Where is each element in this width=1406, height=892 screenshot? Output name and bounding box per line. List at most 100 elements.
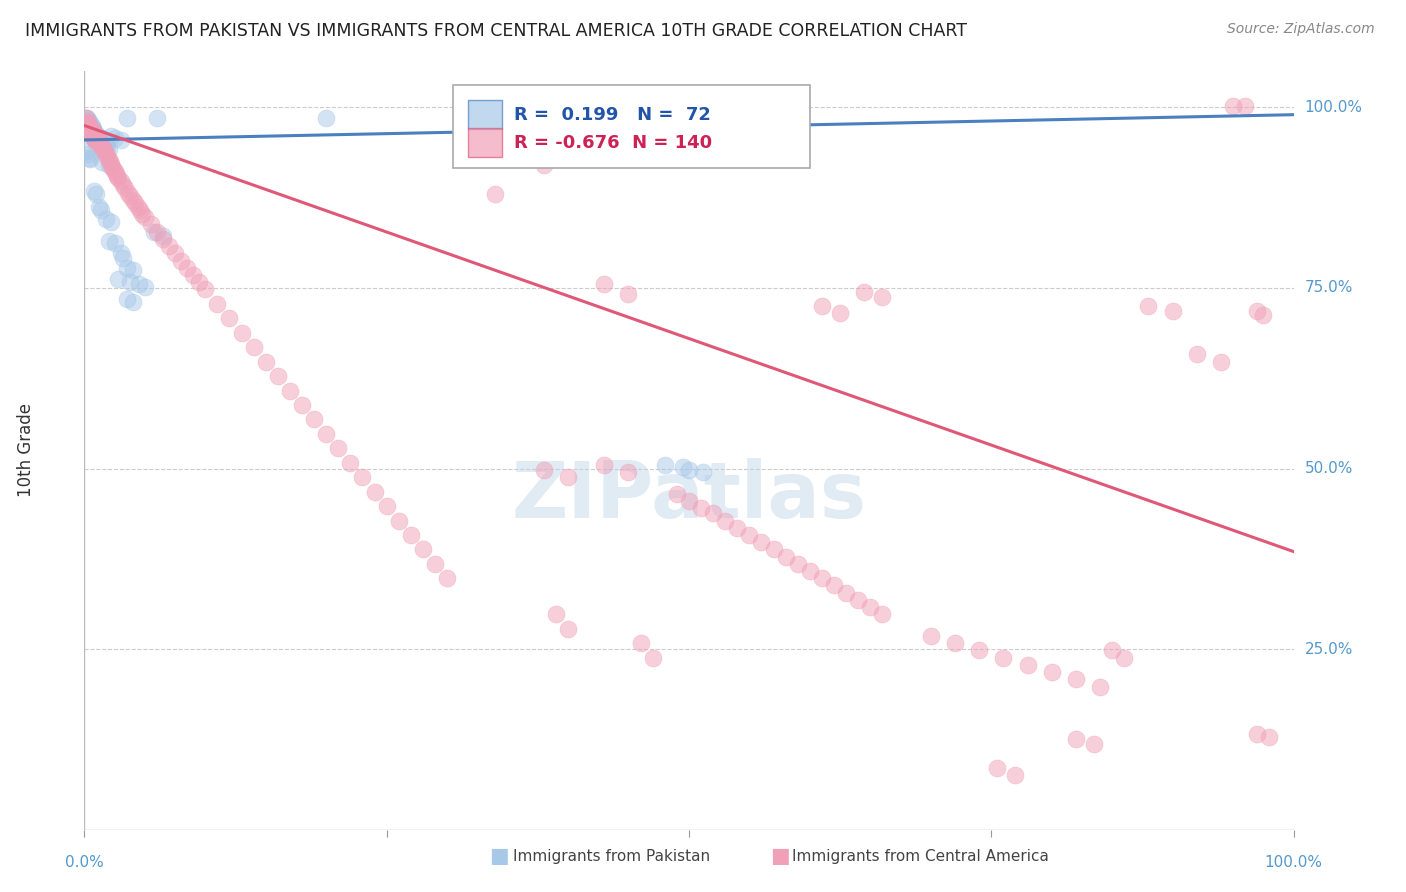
Point xyxy=(436,571,458,585)
Point xyxy=(115,292,138,306)
Point xyxy=(859,600,882,615)
Point xyxy=(110,133,132,147)
Point xyxy=(775,549,797,564)
Point xyxy=(86,128,108,142)
Point xyxy=(110,174,132,188)
Point xyxy=(872,290,894,304)
Point xyxy=(139,218,162,232)
Point xyxy=(75,112,97,126)
Point xyxy=(89,133,111,147)
Point xyxy=(1101,643,1123,657)
Text: 50.0%: 50.0% xyxy=(1305,461,1353,476)
Point xyxy=(91,140,114,154)
Point xyxy=(544,607,567,622)
Point xyxy=(363,484,385,499)
Text: 25.0%: 25.0% xyxy=(1305,641,1353,657)
Point xyxy=(254,354,277,368)
Point xyxy=(80,129,103,144)
Text: 75.0%: 75.0% xyxy=(1305,280,1353,295)
Point xyxy=(114,181,136,195)
Point xyxy=(1246,727,1268,741)
Point xyxy=(1185,347,1208,361)
Point xyxy=(77,122,100,136)
Point xyxy=(83,123,105,137)
Point xyxy=(830,306,852,320)
Point xyxy=(76,115,98,129)
Point xyxy=(678,494,700,508)
Point xyxy=(112,251,135,265)
Point xyxy=(97,234,120,248)
Point xyxy=(146,225,169,239)
Point xyxy=(1064,673,1087,687)
Point xyxy=(100,129,122,144)
Point xyxy=(692,465,714,479)
Point xyxy=(79,153,101,167)
Point xyxy=(117,186,139,200)
Point xyxy=(77,115,100,129)
Point xyxy=(1040,665,1063,680)
Point xyxy=(80,122,103,136)
Point xyxy=(77,119,100,133)
Point xyxy=(80,128,103,142)
Point xyxy=(375,499,398,513)
Point xyxy=(1017,657,1039,672)
Point xyxy=(76,116,98,130)
Point xyxy=(110,246,132,260)
Point xyxy=(100,214,122,228)
Point xyxy=(83,129,105,144)
Point xyxy=(751,535,773,549)
Point xyxy=(533,463,555,477)
Point xyxy=(104,236,127,251)
Point xyxy=(82,123,104,137)
Point xyxy=(84,130,107,145)
Point xyxy=(146,112,169,126)
Point xyxy=(91,138,114,153)
Point xyxy=(104,164,127,178)
Point xyxy=(533,158,555,172)
Point xyxy=(86,129,108,144)
Point xyxy=(80,123,103,137)
Point xyxy=(762,542,785,557)
Point xyxy=(79,126,101,140)
Point xyxy=(617,465,640,479)
Point xyxy=(152,232,174,246)
Point xyxy=(315,426,337,441)
Point xyxy=(91,130,114,145)
Point xyxy=(1064,732,1087,747)
Point xyxy=(1246,304,1268,318)
Point xyxy=(120,188,142,202)
Point xyxy=(194,282,217,296)
Text: IMMIGRANTS FROM PAKISTAN VS IMMIGRANTS FROM CENTRAL AMERICA 10TH GRADE CORRELATI: IMMIGRANTS FROM PAKISTAN VS IMMIGRANTS F… xyxy=(25,22,967,40)
Point xyxy=(121,295,143,310)
Point xyxy=(207,297,229,311)
Point xyxy=(77,116,100,130)
Point xyxy=(170,253,193,268)
Point xyxy=(77,151,100,165)
FancyBboxPatch shape xyxy=(453,85,810,169)
Point xyxy=(75,112,97,126)
Point xyxy=(423,557,446,571)
Point xyxy=(115,260,138,275)
Point xyxy=(823,578,845,592)
Point xyxy=(339,456,361,470)
Point xyxy=(654,458,676,472)
Point xyxy=(128,277,150,292)
Point xyxy=(77,113,100,128)
Point xyxy=(129,202,152,217)
Point xyxy=(557,470,579,484)
Point xyxy=(90,135,112,149)
Point xyxy=(76,144,98,158)
Point xyxy=(96,150,118,164)
Text: Source: ZipAtlas.com: Source: ZipAtlas.com xyxy=(1227,22,1375,37)
Point xyxy=(121,263,143,277)
Point xyxy=(617,286,640,301)
Point xyxy=(725,521,748,535)
Point xyxy=(76,119,98,133)
Point xyxy=(328,442,350,456)
Point xyxy=(690,501,713,516)
Point xyxy=(1137,299,1160,313)
Point xyxy=(134,211,156,225)
Point xyxy=(94,212,117,227)
Point xyxy=(94,135,117,149)
Point xyxy=(121,193,143,207)
